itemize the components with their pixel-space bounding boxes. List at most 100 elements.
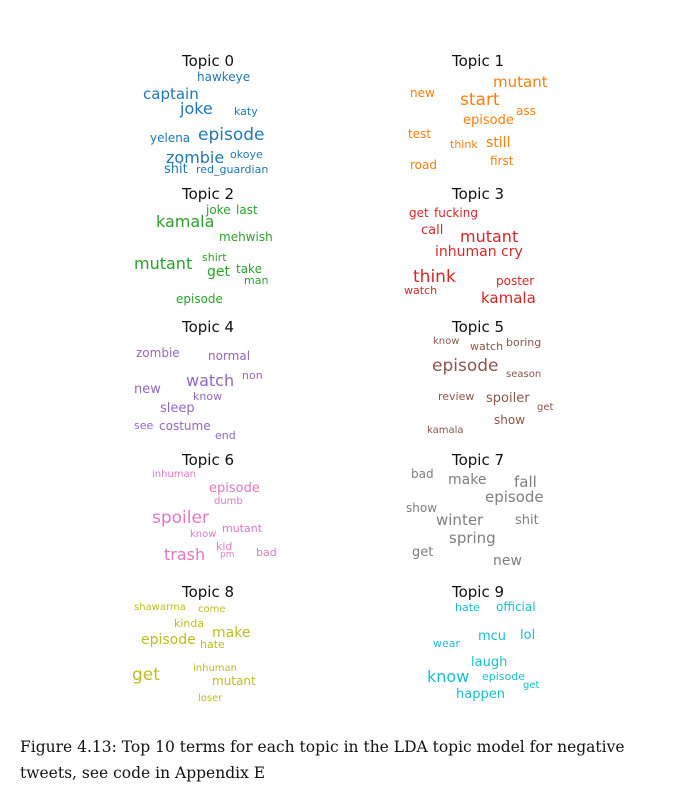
topic-word: know [190,529,217,540]
topic-word: episode [482,670,526,683]
topic-word: shit [164,162,188,177]
topic-word: zombie [166,148,225,167]
topic-word: watch [404,284,438,297]
topic-title: Topic 6 [181,451,235,469]
topic-word: season [506,369,542,380]
topic-word: dumb [214,496,243,507]
topic-word: kamala [427,425,464,436]
topic-title: Topic 1 [451,52,505,70]
topic-word: watch [186,371,235,390]
topic-title: Topic 9 [451,583,505,601]
word-cloud-figure: Topic 0 hawkeye captain joke katy yelena… [108,52,578,711]
topic-word: pm [220,550,235,560]
topic-title: Topic 5 [451,318,505,336]
topic-word: red_guardian [196,163,269,176]
topic-word: get [523,680,540,691]
topic-panel-9: Topic 9 hate official mcu lol wear laugh… [378,583,578,711]
topic-panel-4: Topic 4 zombie normal watch non new know… [108,318,308,446]
topic-word: test [408,127,432,141]
topic-word: kid [216,540,233,553]
topic-word: start [460,90,500,110]
topic-word: shirt [202,251,227,264]
topic-title: Topic 8 [181,583,235,601]
figure-caption: Figure 4.13: Top 10 terms for each topic… [20,738,625,782]
topic-word: make [448,472,487,488]
topic-word: new [410,86,435,100]
topic-word: costume [159,419,211,433]
topic-word: ass [516,104,536,118]
topic-word: spoiler [152,508,209,528]
topic-title: Topic 3 [451,185,505,203]
topic-word: kamala [481,289,536,307]
topic-word: make [212,625,251,641]
topic-word: mcu [478,629,507,644]
topic-word: get [207,264,230,280]
topic-word: okoye [230,148,263,161]
topic-panel-6: Topic 6 inhuman episode dumb spoiler mut… [108,451,308,579]
topic-word: sleep [160,401,195,416]
topic-word: mutant [212,674,256,688]
topic-word: inhuman [152,469,196,480]
topic-panel-2: Topic 2 joke last kamala mehwish mutant … [108,185,308,313]
topic-panel-1: Topic 1 mutant new start ass episode tes… [378,52,578,180]
topic-word: episode [209,481,260,496]
topic-word: know [193,390,223,403]
topic-word: think [413,267,456,287]
topic-word: mutant [493,73,548,91]
topic-word: normal [208,349,251,363]
topic-word: yelena [150,131,191,145]
topic-word: mehwish [219,230,273,244]
topic-word: episode [141,632,196,648]
topic-word: get [537,402,554,413]
topic-panel-7: Topic 7 bad make fall episode show winte… [378,451,578,579]
topic-word: lol [520,628,536,643]
topic-panel-5: Topic 5 know watch boring episode season… [378,318,578,446]
topic-word: hate [455,601,480,614]
topic-panel-3: Topic 3 get fucking call mutant inhuman … [378,185,578,313]
topic-word: happen [456,687,505,702]
topic-word: spring [449,529,496,547]
topic-word: trash [164,545,206,564]
topic-word: mutant [222,522,263,535]
topic-word: poster [496,274,535,288]
topic-word: loser [198,693,223,704]
topic-word: joke [206,203,231,217]
topic-word: official [496,600,536,614]
topic-word: new [134,382,161,397]
topic-title: Topic 4 [181,318,235,336]
topic-word: see [134,419,154,432]
topic-word: joke [180,99,213,118]
topic-word: spoiler [486,391,530,406]
topic-word: get [409,206,429,220]
topic-word: bad [411,467,434,481]
topic-word: captain [143,85,199,103]
topic-word: fucking [434,206,478,220]
topic-word: mutant [460,227,519,246]
topic-word: cry [501,244,523,260]
topic-word: watch [470,340,504,353]
topic-word: new [493,553,522,569]
topic-word: show [494,413,526,427]
topic-panel-8: Topic 8 shawarma come kinda make episode… [108,583,308,711]
topic-word: episode [432,356,499,376]
topic-word: episode [463,113,514,128]
topic-panel-0: Topic 0 hawkeye captain joke katy yelena… [108,52,308,180]
topic-word: kamala [156,212,215,231]
topic-word: call [421,223,444,238]
topic-word: think [450,138,478,151]
topic-word: non [242,369,263,382]
topic-word: first [490,154,514,168]
topic-word: come [198,604,226,615]
topic-word: road [410,158,437,172]
topic-word: show [406,501,438,515]
topic-word: boring [506,336,542,349]
topic-word: man [244,274,269,287]
topic-word: katy [234,105,258,118]
topic-word: end [215,429,236,442]
topic-word: shit [515,513,539,528]
topic-word: inhuman [435,244,497,260]
topic-word: hawkeye [197,70,251,84]
topic-title: Topic 7 [451,451,505,469]
topic-word: episode [176,292,223,306]
topic-word: fall [514,473,537,491]
